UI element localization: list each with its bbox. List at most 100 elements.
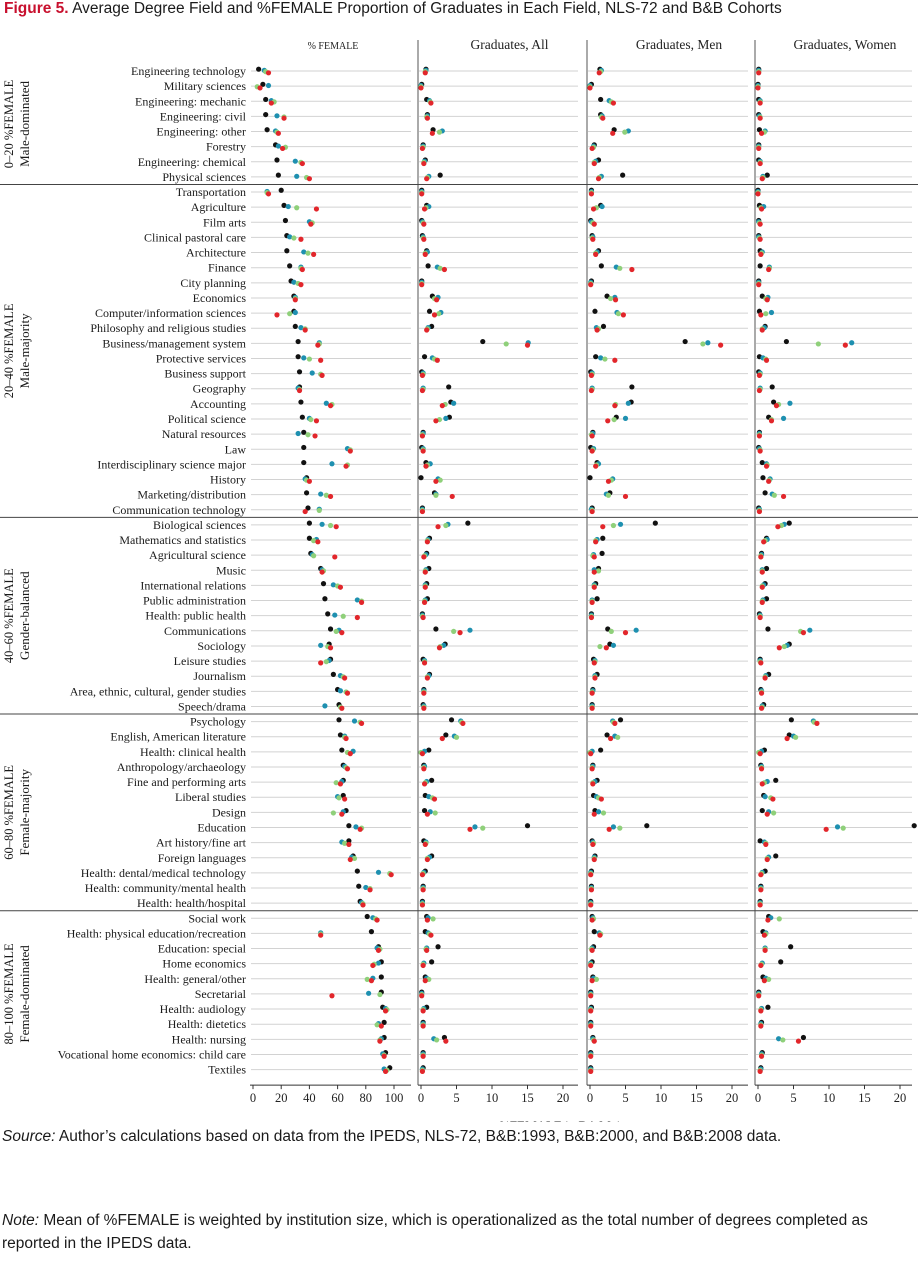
data-point: [424, 811, 430, 817]
data-point: [421, 766, 427, 772]
data-point: [424, 856, 430, 863]
data-point: [378, 974, 384, 980]
data-point: [775, 1036, 782, 1042]
field-label: Computer/information sciences: [95, 306, 246, 320]
data-point: [434, 297, 440, 303]
field-label: Transportation: [176, 185, 246, 199]
data-point: [298, 325, 304, 331]
data-point: [758, 312, 764, 318]
data-point: [591, 160, 597, 167]
data-point: [453, 734, 460, 740]
field-label: Law: [225, 442, 247, 456]
data-point: [422, 251, 428, 257]
data-point: [421, 705, 427, 711]
field-label: Film arts: [203, 215, 246, 229]
field-label: Design: [212, 805, 246, 819]
data-point: [503, 341, 509, 347]
data-point: [612, 403, 618, 409]
data-point: [424, 539, 430, 545]
field-label: Forestry: [206, 140, 246, 154]
data-point: [758, 887, 764, 893]
data-point: [605, 418, 611, 424]
data-point: [778, 959, 784, 965]
data-point: [377, 1038, 383, 1044]
data-point: [756, 145, 762, 152]
data-point: [761, 978, 767, 984]
data-point: [756, 508, 763, 515]
data-point: [780, 493, 787, 500]
data-point: [339, 747, 345, 753]
data-point: [757, 1068, 763, 1074]
data-point: [776, 645, 782, 651]
data-point: [758, 130, 765, 136]
data-point: [420, 1053, 426, 1059]
data-point: [589, 145, 595, 152]
data-point: [588, 887, 595, 893]
data-point: [347, 751, 353, 757]
data-point: [588, 387, 595, 394]
data-point: [433, 626, 439, 632]
data-point: [429, 777, 435, 783]
data-point: [421, 236, 427, 242]
field-label: Health: general/other: [144, 972, 246, 986]
data-point: [354, 597, 360, 603]
data-point: [591, 569, 597, 575]
field-label: English, American literature: [110, 730, 246, 744]
data-point: [759, 327, 765, 333]
data-point: [306, 478, 312, 484]
data-point: [301, 444, 307, 451]
data-point: [305, 250, 311, 256]
data-point: [629, 384, 635, 390]
data-point: [366, 990, 372, 996]
data-point: [364, 976, 370, 983]
x-tick-label: 100: [385, 1091, 404, 1105]
data-point: [588, 372, 595, 378]
data-point: [318, 642, 324, 648]
data-point: [418, 85, 424, 91]
data-point: [353, 824, 359, 830]
data-point: [589, 917, 595, 923]
data-point: [780, 1037, 786, 1043]
data-point: [451, 628, 457, 635]
field-label: Clinical pastoral care: [144, 230, 246, 244]
data-point: [524, 342, 531, 348]
field-label: Foreign languages: [158, 851, 247, 865]
data-point: [480, 825, 486, 831]
note-text: Mean of %FEMALE is weighted by instituti…: [2, 1212, 868, 1252]
data-point: [336, 717, 342, 723]
data-point: [780, 415, 787, 421]
field-label: International relations: [140, 578, 246, 592]
data-point: [342, 796, 348, 802]
data-point: [434, 1037, 440, 1043]
data-point: [784, 735, 790, 742]
data-point: [480, 338, 486, 345]
data-point: [588, 993, 594, 999]
data-point: [322, 596, 328, 602]
data-point: [612, 357, 618, 363]
data-point: [758, 690, 765, 696]
data-point: [437, 477, 443, 483]
data-point: [281, 115, 287, 121]
data-point: [422, 841, 428, 848]
data-point: [775, 524, 781, 530]
data-point: [421, 690, 427, 696]
data-point: [807, 627, 813, 633]
data-point: [431, 796, 438, 802]
data-point: [421, 206, 428, 212]
data-point: [622, 415, 629, 421]
data-point: [758, 962, 764, 969]
data-point: [591, 1038, 597, 1044]
field-label: Economics: [193, 291, 247, 305]
data-point: [756, 70, 762, 76]
data-point: [612, 720, 618, 726]
data-point: [757, 614, 763, 621]
data-point: [591, 554, 597, 560]
data-point: [771, 492, 777, 498]
data-point: [422, 978, 428, 984]
data-point: [291, 235, 297, 241]
field-label: Sociology: [197, 639, 246, 653]
data-point: [325, 611, 331, 617]
data-point: [329, 993, 335, 999]
data-point: [337, 732, 344, 738]
data-point: [588, 1023, 594, 1029]
